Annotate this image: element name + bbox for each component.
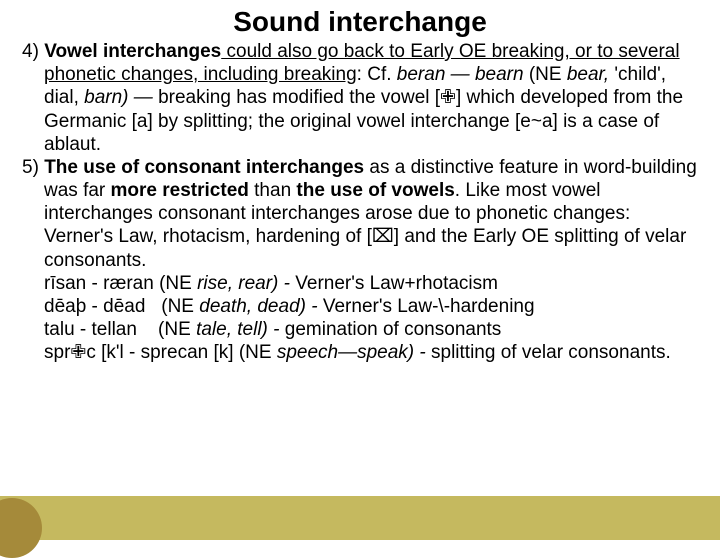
- item4-after-u: : Cf.: [357, 64, 397, 85]
- line-c-1: talu - tellan (NE: [44, 319, 196, 340]
- item5-plain-2: than: [249, 180, 297, 201]
- line-b-2: Verner's Law-\-hardening: [323, 296, 535, 317]
- example-line-d: spr✙c [k'l - sprecan [k] (NE speech—spea…: [22, 341, 698, 364]
- item4-bold: Vowel interchanges: [44, 41, 221, 62]
- item-4: 4) Vowel interchanges could also go back…: [22, 40, 698, 156]
- line-b-italic: death, dead) -: [199, 296, 323, 317]
- item4-italic-2: bear,: [567, 64, 615, 85]
- example-line-b: dēaþ - dēad (NE death, dead) - Verner's …: [22, 295, 698, 318]
- line-a-1: rīsan - ræran (NE: [44, 273, 197, 294]
- line-c-2: gemination of consonants: [285, 319, 502, 340]
- slide-body: 4) Vowel interchanges could also go back…: [22, 40, 698, 364]
- example-line-c: talu - tellan (NE tale, tell) - geminati…: [22, 318, 698, 341]
- example-line-a: rīsan - ræran (NE rise, rear) - Verner's…: [22, 272, 698, 295]
- item5-bold-4: the use of vowels: [296, 180, 454, 201]
- line-c-italic: tale, tell) -: [196, 319, 285, 340]
- slide-title: Sound interchange: [22, 6, 698, 38]
- item5-bold-1: The use: [44, 157, 116, 178]
- item5-bold-3: more restricted: [111, 180, 249, 201]
- line-d-italic: speech—speak) -: [277, 342, 431, 363]
- line-b-1: dēaþ - dēad (NE: [44, 296, 199, 317]
- item4-lead: 4): [22, 41, 44, 62]
- line-d-2: splitting of velar consonants.: [431, 342, 671, 363]
- item5-bold-2: of consonant interchanges: [121, 157, 364, 178]
- item-5: 5) The use of consonant interchanges as …: [22, 156, 698, 272]
- line-d-1: spr✙c [k'l - sprecan [k] (NE: [44, 342, 277, 363]
- line-a-italic: rise, rear) -: [197, 273, 295, 294]
- line-a-2: Verner's Law+rhotacism: [295, 273, 498, 294]
- item4-italic-1: beran — bearn: [397, 64, 529, 85]
- footer-band: [0, 496, 720, 540]
- item5-lead: 5): [22, 157, 44, 178]
- item4-plain-1: (NE: [529, 64, 567, 85]
- item4-italic-3: barn) —: [84, 87, 158, 108]
